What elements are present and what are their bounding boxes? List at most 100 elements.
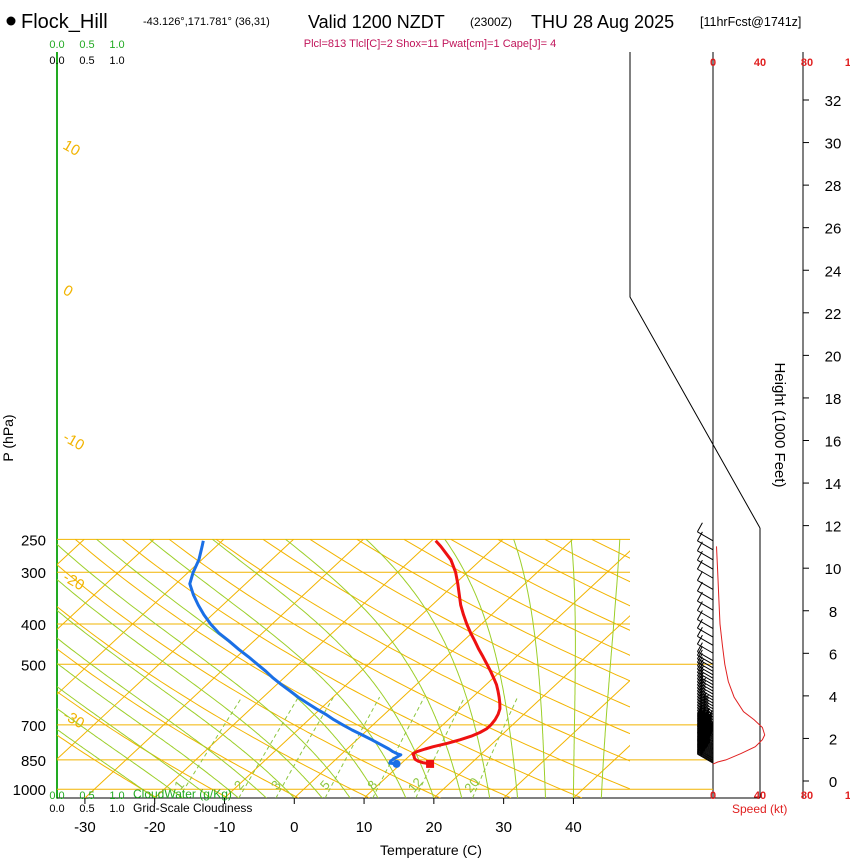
height-tick-label: 10 (825, 561, 842, 578)
barb-full (696, 531, 703, 542)
barb-staff (697, 590, 714, 601)
isotherm-label: 30 (739, 458, 762, 481)
x-tick-label: 0 (290, 819, 298, 836)
barb-staff (697, 550, 714, 561)
x-tick-label: 10 (356, 819, 373, 836)
barb-staff (697, 665, 714, 676)
station-name: Flock_Hill (21, 11, 108, 33)
isotherm-label: 10 (653, 305, 676, 328)
dry-adiabat-line (450, 538, 630, 631)
mixing-ratio-line (415, 696, 466, 798)
cloudiness-scale-top: 0.5 (79, 55, 94, 67)
barb-staff (697, 643, 714, 654)
speed-scale-bottom: 80 (801, 790, 813, 802)
barb-staff (697, 716, 714, 727)
barb-staff (697, 540, 714, 551)
barb-staff (697, 672, 714, 682)
barb-staff (697, 721, 714, 732)
barb-staff (697, 699, 714, 710)
wind-barb (696, 522, 714, 542)
barb-staff (697, 741, 714, 752)
dry-adiabat-line (74, 539, 512, 798)
wind-barbs (696, 522, 714, 764)
barb-staff (697, 712, 714, 723)
barb-staff (697, 730, 714, 741)
cloud-water-scale-top: 0.0 (49, 39, 64, 51)
barb-staff (697, 693, 714, 704)
y-tick-label: 250 (21, 532, 46, 549)
wind-barb (696, 531, 714, 551)
barb-full (706, 712, 713, 722)
barb-full (696, 610, 703, 620)
y-axis: 250 300 400 500 700 850 1000 (13, 532, 46, 799)
isotherm-label: 0 (633, 192, 650, 211)
barb-staff (697, 738, 714, 749)
isobars (57, 538, 713, 790)
barb-staff (697, 733, 714, 744)
barb-staff (697, 739, 714, 750)
barb-full (696, 642, 703, 652)
isotherm-line (433, 615, 630, 798)
y-tick-label: 1000 (13, 782, 46, 799)
mixing-ratio-label: 12 (405, 775, 426, 796)
barb-staff (697, 734, 714, 745)
barb-staff (697, 690, 714, 701)
dry-adiabat-line (497, 538, 630, 607)
moist-adiabat-line (57, 578, 323, 798)
y-tick-label: 700 (21, 718, 46, 735)
cloudiness-scale-top: 0.0 (49, 55, 64, 67)
barb-staff (697, 736, 714, 747)
dry-adiabat-line (780, 539, 850, 798)
x-axis: -30 -20 -10 0 10 20 30 40 (74, 798, 582, 836)
isotherm-line (293, 538, 573, 798)
wind-barb (696, 581, 714, 601)
wind-barb (696, 646, 714, 665)
mixing-ratio-line (472, 696, 519, 798)
surface-dewpoint-marker (392, 759, 401, 768)
barb-staff (697, 658, 714, 669)
x-tick-label: -20 (144, 819, 166, 836)
moist-adiabat-line (96, 539, 379, 798)
barb-staff (697, 600, 714, 611)
barb-staff (697, 718, 714, 728)
barb-staff (697, 720, 714, 731)
cloud-scales: 0.00.00.50.51.01.00.00.00.50.51.01.0 (49, 39, 124, 815)
forecast-info: [11hrFcst@1741z] (700, 15, 801, 29)
cloud-water-scale-bottom: 0.5 (79, 790, 94, 802)
barb-staff (697, 723, 714, 733)
barb-full (696, 522, 703, 533)
height-tick-label: 6 (829, 646, 837, 663)
barb-staff (697, 715, 714, 726)
height-tick-label: 22 (825, 306, 842, 323)
moist-adiabat-line (444, 539, 519, 798)
barb-staff (697, 752, 714, 763)
barb-staff (697, 619, 714, 629)
mixing-ratio-line (178, 696, 243, 798)
cloud-water-label: CloudWater (g/Kg) (133, 787, 232, 801)
height-tick-label: 26 (825, 221, 842, 238)
barb-full (696, 581, 703, 592)
barb-staff (697, 531, 714, 542)
cloud-water-scale-top: 0.5 (79, 39, 94, 51)
barb-staff (697, 753, 714, 764)
height-tick-label: 18 (825, 391, 842, 408)
height-tick-label: 2 (829, 731, 837, 748)
height-tick-label: 30 (825, 136, 842, 153)
barb-staff (697, 732, 714, 743)
barb-staff (697, 725, 714, 736)
barb-staff (697, 746, 714, 757)
barb-staff (697, 751, 714, 762)
zulu-time: (2300Z) (470, 15, 512, 29)
height-tick-label: 12 (825, 519, 842, 536)
barb-full (696, 634, 703, 645)
x-tick-label: 40 (565, 819, 582, 836)
isotherm-line (154, 538, 434, 798)
barb-full (696, 559, 703, 570)
isotherm-line (573, 744, 630, 798)
moist-adiabat-line (57, 707, 183, 798)
cloudiness-scale-bottom: 1.0 (109, 803, 124, 815)
wind-barb (696, 618, 714, 638)
barb-staff (697, 681, 714, 692)
